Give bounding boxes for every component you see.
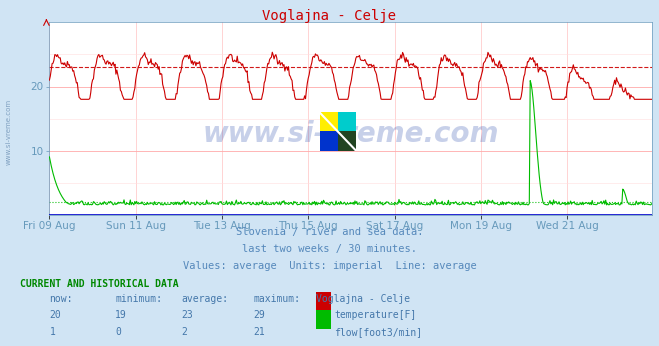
Text: CURRENT AND HISTORICAL DATA: CURRENT AND HISTORICAL DATA xyxy=(20,279,179,289)
Text: Values: average  Units: imperial  Line: average: Values: average Units: imperial Line: av… xyxy=(183,261,476,271)
Text: 2: 2 xyxy=(181,327,187,337)
Bar xyxy=(338,131,356,151)
Text: 20: 20 xyxy=(49,310,61,320)
Text: 21: 21 xyxy=(254,327,266,337)
Text: flow[foot3/min]: flow[foot3/min] xyxy=(334,327,422,337)
Text: last two weeks / 30 minutes.: last two weeks / 30 minutes. xyxy=(242,244,417,254)
Text: www.si-vreme.com: www.si-vreme.com xyxy=(5,98,12,165)
Text: 19: 19 xyxy=(115,310,127,320)
Text: Voglajna - Celje: Voglajna - Celje xyxy=(262,9,397,22)
Text: 29: 29 xyxy=(254,310,266,320)
Text: 23: 23 xyxy=(181,310,193,320)
Bar xyxy=(320,131,338,151)
Text: 1: 1 xyxy=(49,327,55,337)
Text: 0: 0 xyxy=(115,327,121,337)
Bar xyxy=(338,112,356,131)
Text: Voglajna - Celje: Voglajna - Celje xyxy=(316,294,411,304)
Text: temperature[F]: temperature[F] xyxy=(334,310,416,320)
Text: average:: average: xyxy=(181,294,228,304)
Text: Slovenia / river and sea data.: Slovenia / river and sea data. xyxy=(236,227,423,237)
Text: maximum:: maximum: xyxy=(254,294,301,304)
Text: now:: now: xyxy=(49,294,73,304)
Text: minimum:: minimum: xyxy=(115,294,162,304)
Text: www.si-vreme.com: www.si-vreme.com xyxy=(203,120,499,148)
Bar xyxy=(320,112,338,131)
